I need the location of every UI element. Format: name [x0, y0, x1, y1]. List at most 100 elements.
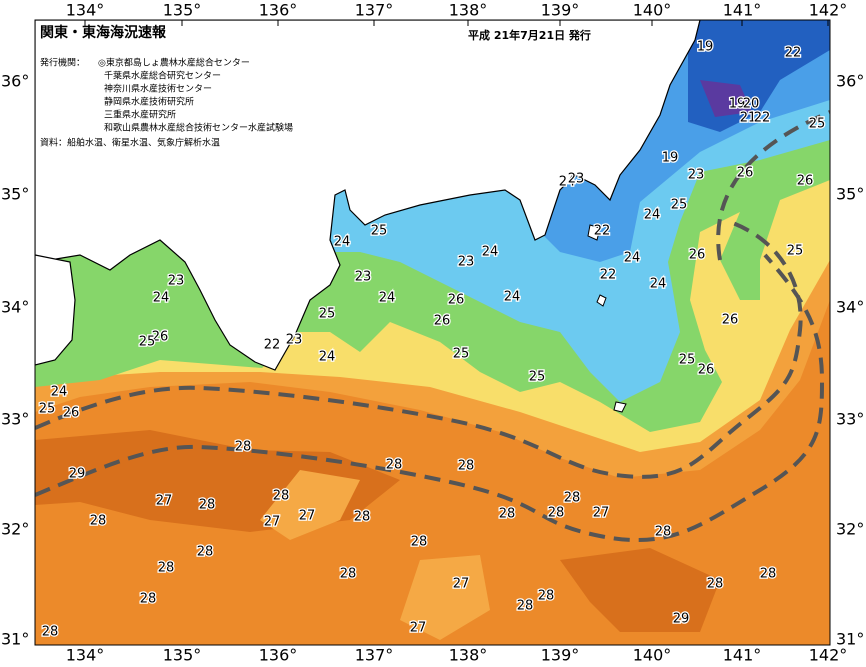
contour-label: 28 — [386, 458, 403, 473]
contour-label: 26 — [722, 313, 739, 328]
contour-label: 29 — [69, 467, 86, 482]
latitude-label: 33° — [836, 410, 864, 429]
longitude-label: 136° — [259, 1, 298, 20]
contour-label: 25 — [529, 370, 546, 385]
longitude-label: 134° — [66, 1, 105, 20]
contour-label: 28 — [90, 514, 107, 529]
publisher: 三重県水産研究所 — [104, 109, 176, 121]
publisher: 静岡県水産技術研究所 — [104, 96, 194, 108]
land — [35, 20, 701, 371]
publisher: 神奈川県水産技術センター — [104, 83, 212, 95]
contour-label: 22 — [754, 111, 771, 126]
publisher-label: 発行機関： — [40, 57, 85, 69]
contour-label: 25 — [453, 347, 470, 362]
contour-label: 23 — [568, 172, 585, 187]
contour-label: 28 — [411, 535, 428, 550]
longitude-label: 142° — [809, 646, 848, 665]
map-frame — [34, 19, 831, 646]
contour-label: 25 — [809, 117, 826, 132]
contour-label: 28 — [499, 507, 516, 522]
publisher: ◎東京都島しょ農林水産総合センター — [98, 57, 250, 69]
contour-label: 24 — [504, 290, 521, 305]
contour-label: 25 — [671, 198, 688, 213]
island — [587, 224, 627, 413]
contour-label: 23 — [355, 270, 372, 285]
longitude-label: 134° — [66, 646, 105, 665]
contour-label: 25 — [787, 244, 804, 259]
kuroshio-line — [35, 220, 803, 479]
contour-label: 24 — [51, 385, 68, 400]
issue-date: 平成 21年7月21日 発行 — [468, 28, 591, 42]
kuroshio-line — [716, 110, 830, 261]
contour-label: 28 — [548, 506, 565, 521]
contour-label: 25 — [679, 353, 696, 368]
contour-label: 27 — [410, 621, 427, 636]
contour-label: 27 — [453, 577, 470, 592]
longitude-label: 140° — [633, 646, 672, 665]
contour-label: 28 — [140, 592, 157, 607]
latitude-label: 34° — [836, 298, 864, 317]
contour-label: 28 — [517, 599, 534, 614]
sea-purple — [700, 80, 752, 117]
longitude-label: 135° — [163, 1, 202, 20]
contour-label: 28 — [655, 525, 672, 540]
contour-label: 28 — [760, 567, 777, 582]
contour-label: 22 — [600, 268, 617, 283]
contour-label: 22 — [785, 46, 802, 61]
latitude-label: 32° — [1, 520, 29, 539]
contour-label: 24 — [624, 251, 641, 266]
contour-label: 22 — [264, 338, 281, 353]
longitude-label: 135° — [163, 646, 202, 665]
longitude-label: 140° — [633, 1, 672, 20]
longitude-label: 137° — [355, 646, 394, 665]
contour-label: 23 — [286, 333, 303, 348]
contour-label: 19 — [729, 97, 746, 112]
longitude-label: 138° — [449, 1, 488, 20]
contour-label: 25 — [139, 335, 156, 350]
contour-label: 24 — [644, 208, 661, 223]
contour-label: 20 — [743, 97, 760, 112]
latitude-label: 31° — [1, 630, 29, 649]
publisher: 和歌山県農林水産総合技術センター水産試験場 — [104, 122, 293, 134]
contour-label: 26 — [689, 248, 706, 263]
contour-label: 24 — [379, 291, 396, 306]
contour-label: 25 — [39, 402, 56, 417]
contour-label: 28 — [707, 577, 724, 592]
publisher: 千葉県水産総合研究センター — [104, 70, 221, 82]
contour-label: 26 — [448, 293, 465, 308]
contour-label: 27 — [593, 506, 610, 521]
contour-label: 26 — [63, 406, 80, 421]
title: 関東・東海海況速報 — [40, 24, 167, 41]
contour-label: 26 — [434, 314, 451, 329]
contour-label: 24 — [482, 245, 499, 260]
contour-label: 25 — [371, 224, 388, 239]
longitude-label: 142° — [809, 1, 848, 20]
latitude-label: 31° — [836, 630, 864, 649]
longitude-label: 139° — [541, 646, 580, 665]
sea-hot — [560, 548, 720, 632]
source: 資料：船舶水温、衛星水温、気象庁解析水温 — [40, 137, 220, 149]
latitude-label: 36° — [1, 72, 29, 91]
latitude-label: 35° — [1, 185, 29, 204]
contour-label: 24 — [319, 350, 336, 365]
contour-label: 28 — [458, 459, 475, 474]
contour-label: 23 — [168, 274, 185, 289]
longitude-label: 141° — [723, 646, 762, 665]
latitude-label: 36° — [836, 72, 864, 91]
longitude-label: 137° — [355, 1, 394, 20]
contour-label: 29 — [673, 612, 690, 627]
latitude-label: 35° — [836, 185, 864, 204]
land — [35, 254, 76, 366]
contour-label: 25 — [319, 307, 336, 322]
contour-label: 24 — [334, 235, 351, 250]
contour-label: 28 — [235, 440, 252, 455]
latitude-label: 32° — [836, 520, 864, 539]
contour-label: 21 — [740, 111, 757, 126]
sea-cooler — [260, 470, 490, 640]
contour-label: 19 — [662, 151, 679, 166]
contour-label: 28 — [158, 561, 175, 576]
contour-label: 26 — [152, 330, 169, 345]
contour-label: 28 — [340, 567, 357, 582]
contour-label: 28 — [199, 498, 216, 513]
